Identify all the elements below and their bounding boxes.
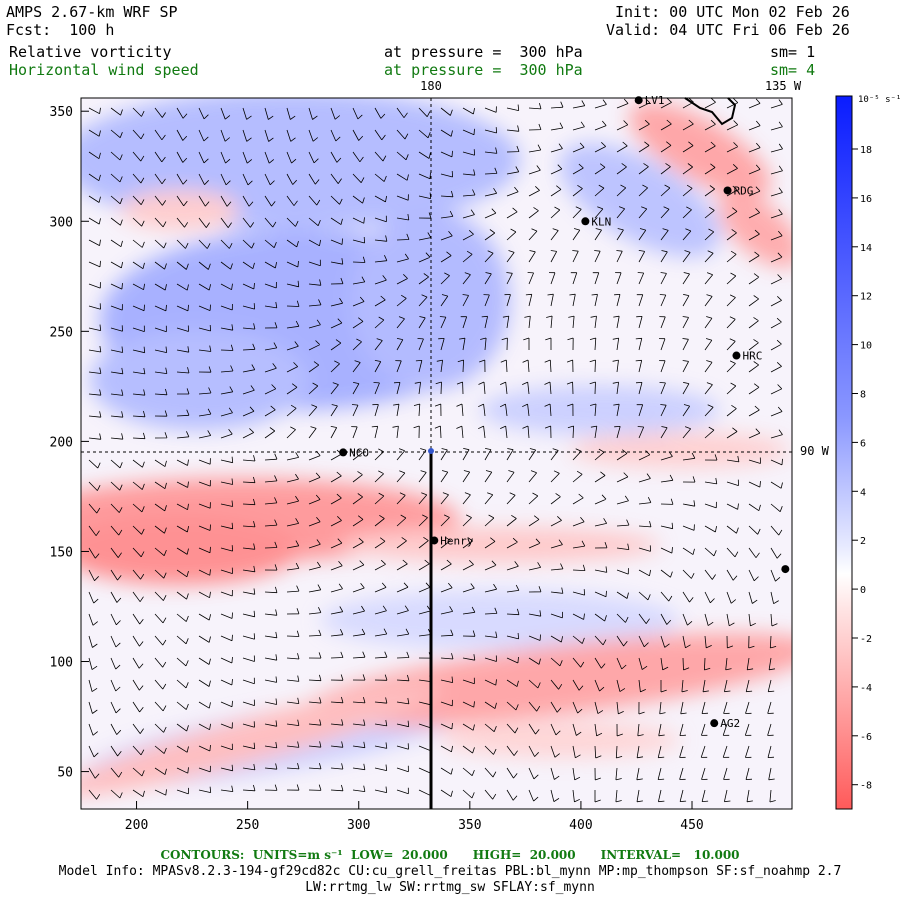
cross-section-start <box>428 448 434 454</box>
colorbar-label: 0 <box>860 585 866 596</box>
colorbar-label: 8 <box>860 390 866 401</box>
station-dot <box>732 351 741 360</box>
field2-smoothing: sm= 4 <box>770 61 816 79</box>
station-label: LV1 <box>645 94 665 107</box>
colorbar-label: -4 <box>860 683 872 694</box>
field1-name: Relative vorticity <box>9 43 172 61</box>
forecast-hour: Fcst: 100 h <box>6 21 115 39</box>
lon-label-135w: 135 W <box>765 79 802 93</box>
colorbar-label: 16 <box>860 194 872 205</box>
station-dot <box>430 536 439 545</box>
colorbar-label: 14 <box>860 243 872 254</box>
y-tick-label: 350 <box>50 105 73 120</box>
station-label: Henry <box>440 534 473 547</box>
x-tick-label: 250 <box>236 818 259 833</box>
station-label: RDG <box>734 184 754 197</box>
station-label: HRC <box>742 350 762 363</box>
y-tick-label: 150 <box>50 545 73 560</box>
station-dot <box>781 565 790 574</box>
station-dot <box>339 448 348 457</box>
colorbar-label: -2 <box>860 634 872 645</box>
colorbar-label: -6 <box>860 732 872 743</box>
x-tick-label: 450 <box>680 818 703 833</box>
valid-time: Valid: 04 UTC Fri 06 Feb 26 <box>606 21 850 39</box>
field2-level: at pressure = 300 hPa <box>384 61 583 79</box>
station-dot <box>723 186 732 195</box>
contour-info: CONTOURS: UNITS=m s⁻¹ LOW= 20.000 HIGH= … <box>160 848 740 862</box>
colorbar-label: 2 <box>860 536 866 547</box>
colorbar-ticks: 18 16 14 12 10 8 6 4 2 0 -2 -4 -6 -8 <box>852 145 872 792</box>
colorbar-label: 6 <box>860 438 866 449</box>
station-label: AG2 <box>720 717 740 730</box>
x-axis: 200 250 300 350 400 450 <box>125 801 704 833</box>
physics-info: LW:rrtmg_lw SW:rrtmg_sw SFLAY:sf_mynn <box>305 880 595 895</box>
vorticity-field <box>81 98 792 809</box>
y-tick-label: 300 <box>50 215 73 230</box>
lon-label-90w: 90 W <box>800 444 830 458</box>
wind-barb-set <box>88 98 783 803</box>
colorbar-label: 4 <box>860 487 866 498</box>
wind-barbs <box>88 98 783 803</box>
y-axis: 50 100 150 200 250 300 350 <box>50 105 89 781</box>
y-tick-label: 200 <box>50 435 73 450</box>
colorbar-units: 10⁻⁵ s⁻¹ <box>858 95 900 105</box>
lon-label-180: 180 <box>420 79 442 93</box>
colorbar-gradient <box>835 95 853 810</box>
y-tick-label: 100 <box>50 656 73 671</box>
model-title: AMPS 2.67-km WRF SP <box>6 3 178 21</box>
colorbar-label: 18 <box>860 145 872 156</box>
field1-smoothing: sm= 1 <box>770 43 816 61</box>
y-tick-label: 250 <box>50 325 73 340</box>
plot-frame <box>80 97 793 810</box>
x-tick-label: 300 <box>347 818 370 833</box>
x-tick-label: 400 <box>569 818 592 833</box>
station-label: NCO <box>349 446 369 459</box>
station-dot <box>710 719 719 728</box>
x-tick-label: 200 <box>125 818 148 833</box>
coastline <box>684 97 737 126</box>
colorbar-label: 10 <box>860 341 872 352</box>
colorbar-label: -8 <box>860 781 872 792</box>
y-tick-label: 50 <box>57 766 73 781</box>
model-info: Model Info: MPASv8.2.3-194-gf29cd82c CU:… <box>58 864 842 879</box>
field2-name: Horizontal wind speed <box>9 61 199 79</box>
init-time: Init: 00 UTC Mon 02 Feb 26 <box>615 3 850 21</box>
station-dot <box>581 217 590 226</box>
colorbar-label: 12 <box>860 292 872 303</box>
colorbar: 10⁻⁵ s⁻¹ 18 16 14 12 10 8 6 4 2 0 -2 -4 -6 -8 <box>835 95 900 810</box>
field1-level: at pressure = 300 hPa <box>384 43 583 61</box>
x-tick-label: 350 <box>458 818 481 833</box>
stations: LV1 RDG KLN HRC NCO Henry AG2 <box>339 94 790 730</box>
station-dot <box>634 96 643 105</box>
station-label: KLN <box>591 215 611 228</box>
